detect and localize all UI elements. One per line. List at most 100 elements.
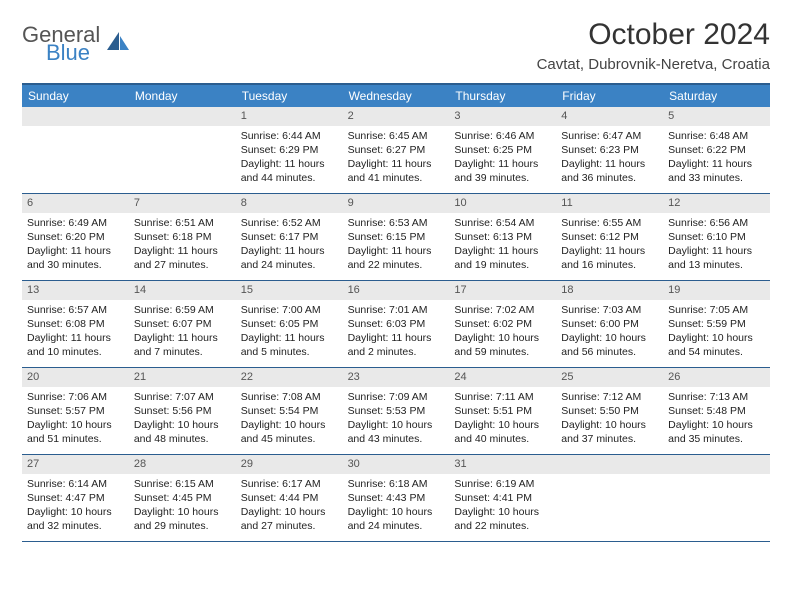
sunset-text: Sunset: 4:44 PM — [241, 491, 338, 505]
daylight-text: Daylight: 11 hours and 24 minutes. — [241, 244, 338, 272]
cell-body: Sunrise: 7:11 AMSunset: 5:51 PMDaylight:… — [449, 387, 556, 452]
day-number: 11 — [556, 194, 663, 213]
day-number: 27 — [22, 455, 129, 474]
cell-body: Sunrise: 6:17 AMSunset: 4:44 PMDaylight:… — [236, 474, 343, 539]
day-number: 31 — [449, 455, 556, 474]
sunset-text: Sunset: 5:56 PM — [134, 404, 231, 418]
calendar-cell: 29Sunrise: 6:17 AMSunset: 4:44 PMDayligh… — [236, 455, 343, 541]
day-number: 17 — [449, 281, 556, 300]
calendar-cell: 13Sunrise: 6:57 AMSunset: 6:08 PMDayligh… — [22, 281, 129, 367]
cell-body: Sunrise: 6:53 AMSunset: 6:15 PMDaylight:… — [343, 213, 450, 278]
sunrise-text: Sunrise: 6:17 AM — [241, 477, 338, 491]
calendar-cell: 17Sunrise: 7:02 AMSunset: 6:02 PMDayligh… — [449, 281, 556, 367]
sunrise-text: Sunrise: 6:46 AM — [454, 129, 551, 143]
daylight-text: Daylight: 11 hours and 27 minutes. — [134, 244, 231, 272]
calendar-cell: 22Sunrise: 7:08 AMSunset: 5:54 PMDayligh… — [236, 368, 343, 454]
cell-body: Sunrise: 7:12 AMSunset: 5:50 PMDaylight:… — [556, 387, 663, 452]
cell-body: Sunrise: 7:09 AMSunset: 5:53 PMDaylight:… — [343, 387, 450, 452]
calendar-cell: 21Sunrise: 7:07 AMSunset: 5:56 PMDayligh… — [129, 368, 236, 454]
sunrise-text: Sunrise: 7:06 AM — [27, 390, 124, 404]
sunrise-text: Sunrise: 6:56 AM — [668, 216, 765, 230]
calendar-cell: 26Sunrise: 7:13 AMSunset: 5:48 PMDayligh… — [663, 368, 770, 454]
day-number: 4 — [556, 107, 663, 126]
day-number: 2 — [343, 107, 450, 126]
day-number — [129, 107, 236, 126]
sunset-text: Sunset: 5:59 PM — [668, 317, 765, 331]
sunset-text: Sunset: 4:47 PM — [27, 491, 124, 505]
sunrise-text: Sunrise: 6:15 AM — [134, 477, 231, 491]
day-number — [556, 455, 663, 474]
sunrise-text: Sunrise: 6:59 AM — [134, 303, 231, 317]
cell-body: Sunrise: 6:47 AMSunset: 6:23 PMDaylight:… — [556, 126, 663, 191]
sunrise-text: Sunrise: 6:52 AM — [241, 216, 338, 230]
day-header: Monday — [129, 85, 236, 107]
daylight-text: Daylight: 10 hours and 27 minutes. — [241, 505, 338, 533]
sunset-text: Sunset: 6:05 PM — [241, 317, 338, 331]
logo: General Blue — [22, 18, 131, 64]
daylight-text: Daylight: 10 hours and 22 minutes. — [454, 505, 551, 533]
daylight-text: Daylight: 10 hours and 59 minutes. — [454, 331, 551, 359]
sunset-text: Sunset: 4:45 PM — [134, 491, 231, 505]
sunrise-text: Sunrise: 6:57 AM — [27, 303, 124, 317]
daylight-text: Daylight: 11 hours and 10 minutes. — [27, 331, 124, 359]
day-number: 15 — [236, 281, 343, 300]
week-row: 20Sunrise: 7:06 AMSunset: 5:57 PMDayligh… — [22, 368, 770, 455]
day-header: Saturday — [663, 85, 770, 107]
daylight-text: Daylight: 10 hours and 56 minutes. — [561, 331, 658, 359]
sunrise-text: Sunrise: 6:49 AM — [27, 216, 124, 230]
calendar-page: General Blue October 2024 Cavtat, Dubrov… — [0, 0, 792, 560]
calendar-cell: 11Sunrise: 6:55 AMSunset: 6:12 PMDayligh… — [556, 194, 663, 280]
day-number: 24 — [449, 368, 556, 387]
calendar-cell: 5Sunrise: 6:48 AMSunset: 6:22 PMDaylight… — [663, 107, 770, 193]
sunrise-text: Sunrise: 7:09 AM — [348, 390, 445, 404]
cell-body: Sunrise: 7:06 AMSunset: 5:57 PMDaylight:… — [22, 387, 129, 452]
cell-body: Sunrise: 6:45 AMSunset: 6:27 PMDaylight:… — [343, 126, 450, 191]
daylight-text: Daylight: 10 hours and 29 minutes. — [134, 505, 231, 533]
calendar-cell: 12Sunrise: 6:56 AMSunset: 6:10 PMDayligh… — [663, 194, 770, 280]
cell-body: Sunrise: 7:07 AMSunset: 5:56 PMDaylight:… — [129, 387, 236, 452]
day-number: 29 — [236, 455, 343, 474]
sunrise-text: Sunrise: 6:47 AM — [561, 129, 658, 143]
calendar-cell — [556, 455, 663, 541]
sunset-text: Sunset: 6:02 PM — [454, 317, 551, 331]
sunrise-text: Sunrise: 7:08 AM — [241, 390, 338, 404]
day-number — [663, 455, 770, 474]
title-block: October 2024 Cavtat, Dubrovnik-Neretva, … — [537, 18, 770, 73]
calendar-cell: 20Sunrise: 7:06 AMSunset: 5:57 PMDayligh… — [22, 368, 129, 454]
cell-body: Sunrise: 7:13 AMSunset: 5:48 PMDaylight:… — [663, 387, 770, 452]
daylight-text: Daylight: 10 hours and 54 minutes. — [668, 331, 765, 359]
cell-body: Sunrise: 6:54 AMSunset: 6:13 PMDaylight:… — [449, 213, 556, 278]
sunset-text: Sunset: 6:29 PM — [241, 143, 338, 157]
calendar-cell: 19Sunrise: 7:05 AMSunset: 5:59 PMDayligh… — [663, 281, 770, 367]
sunset-text: Sunset: 6:20 PM — [27, 230, 124, 244]
sunrise-text: Sunrise: 7:12 AM — [561, 390, 658, 404]
calendar-cell: 6Sunrise: 6:49 AMSunset: 6:20 PMDaylight… — [22, 194, 129, 280]
sunrise-text: Sunrise: 7:05 AM — [668, 303, 765, 317]
day-number: 5 — [663, 107, 770, 126]
daylight-text: Daylight: 10 hours and 32 minutes. — [27, 505, 124, 533]
day-headers-row: SundayMondayTuesdayWednesdayThursdayFrid… — [22, 85, 770, 107]
calendar-cell: 23Sunrise: 7:09 AMSunset: 5:53 PMDayligh… — [343, 368, 450, 454]
calendar-cell: 24Sunrise: 7:11 AMSunset: 5:51 PMDayligh… — [449, 368, 556, 454]
page-header: General Blue October 2024 Cavtat, Dubrov… — [22, 18, 770, 73]
day-number: 12 — [663, 194, 770, 213]
week-row: 1Sunrise: 6:44 AMSunset: 6:29 PMDaylight… — [22, 107, 770, 194]
sunset-text: Sunset: 6:13 PM — [454, 230, 551, 244]
cell-body: Sunrise: 6:19 AMSunset: 4:41 PMDaylight:… — [449, 474, 556, 539]
day-header: Sunday — [22, 85, 129, 107]
sunrise-text: Sunrise: 6:19 AM — [454, 477, 551, 491]
day-number: 10 — [449, 194, 556, 213]
cell-body: Sunrise: 6:52 AMSunset: 6:17 PMDaylight:… — [236, 213, 343, 278]
day-number — [22, 107, 129, 126]
day-number: 16 — [343, 281, 450, 300]
day-header: Friday — [556, 85, 663, 107]
sunrise-text: Sunrise: 6:18 AM — [348, 477, 445, 491]
location-text: Cavtat, Dubrovnik-Neretva, Croatia — [537, 56, 770, 73]
day-header: Wednesday — [343, 85, 450, 107]
day-number: 18 — [556, 281, 663, 300]
cell-body: Sunrise: 6:57 AMSunset: 6:08 PMDaylight:… — [22, 300, 129, 365]
sunrise-text: Sunrise: 7:11 AM — [454, 390, 551, 404]
sunset-text: Sunset: 4:41 PM — [454, 491, 551, 505]
daylight-text: Daylight: 11 hours and 22 minutes. — [348, 244, 445, 272]
cell-body: Sunrise: 7:03 AMSunset: 6:00 PMDaylight:… — [556, 300, 663, 365]
